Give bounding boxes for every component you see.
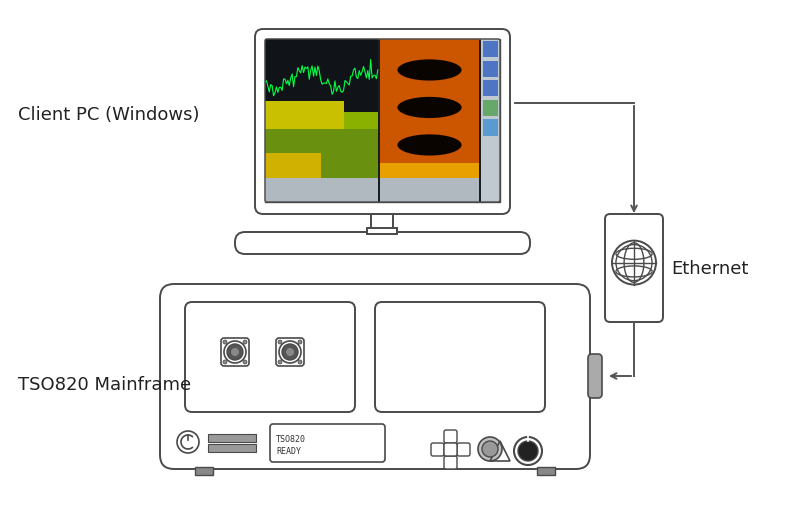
Bar bbox=[265, 113, 378, 129]
Circle shape bbox=[514, 437, 542, 465]
Text: READY: READY bbox=[276, 446, 301, 455]
Circle shape bbox=[286, 348, 294, 357]
Circle shape bbox=[298, 360, 302, 364]
Circle shape bbox=[278, 340, 282, 344]
Circle shape bbox=[243, 360, 247, 364]
Bar bbox=[265, 178, 378, 203]
FancyBboxPatch shape bbox=[185, 302, 355, 412]
Bar bbox=[265, 40, 378, 129]
Circle shape bbox=[518, 441, 538, 461]
Text: TSO820: TSO820 bbox=[276, 434, 306, 443]
Text: TSO820 Mainframe: TSO820 Mainframe bbox=[18, 375, 191, 393]
Circle shape bbox=[279, 341, 301, 363]
Bar bbox=[537, 467, 555, 475]
Circle shape bbox=[482, 441, 498, 457]
Ellipse shape bbox=[398, 60, 462, 81]
FancyBboxPatch shape bbox=[255, 30, 510, 215]
Bar bbox=[195, 467, 213, 475]
Circle shape bbox=[223, 340, 227, 344]
Circle shape bbox=[298, 340, 302, 344]
Text: Client PC (Windows): Client PC (Windows) bbox=[18, 106, 199, 124]
Circle shape bbox=[224, 341, 246, 363]
Bar bbox=[483, 62, 498, 78]
Circle shape bbox=[612, 241, 656, 285]
FancyBboxPatch shape bbox=[444, 443, 457, 456]
Circle shape bbox=[223, 360, 227, 364]
Circle shape bbox=[231, 348, 239, 357]
Ellipse shape bbox=[398, 97, 462, 119]
FancyBboxPatch shape bbox=[276, 338, 304, 366]
Circle shape bbox=[243, 340, 247, 344]
FancyBboxPatch shape bbox=[431, 443, 444, 456]
Circle shape bbox=[616, 245, 652, 281]
Bar bbox=[265, 40, 500, 203]
Circle shape bbox=[478, 437, 502, 461]
FancyBboxPatch shape bbox=[444, 456, 457, 469]
Bar bbox=[265, 102, 344, 129]
FancyBboxPatch shape bbox=[160, 284, 590, 469]
Bar bbox=[208, 444, 256, 452]
Bar bbox=[380, 178, 479, 203]
FancyBboxPatch shape bbox=[235, 232, 530, 255]
FancyBboxPatch shape bbox=[270, 424, 385, 462]
Bar bbox=[208, 434, 256, 442]
Bar bbox=[371, 215, 393, 231]
FancyBboxPatch shape bbox=[444, 430, 457, 443]
FancyBboxPatch shape bbox=[588, 355, 602, 398]
Circle shape bbox=[227, 344, 243, 360]
Bar bbox=[483, 100, 498, 117]
Bar bbox=[265, 154, 322, 178]
Bar bbox=[367, 229, 397, 234]
Circle shape bbox=[278, 360, 282, 364]
Circle shape bbox=[177, 431, 199, 453]
Bar bbox=[380, 40, 479, 178]
FancyBboxPatch shape bbox=[457, 443, 470, 456]
Bar bbox=[483, 120, 498, 136]
Bar bbox=[483, 81, 498, 97]
Ellipse shape bbox=[398, 135, 462, 156]
Bar bbox=[483, 42, 498, 58]
FancyBboxPatch shape bbox=[605, 215, 663, 322]
Text: Ethernet: Ethernet bbox=[671, 260, 748, 277]
FancyBboxPatch shape bbox=[375, 302, 545, 412]
FancyBboxPatch shape bbox=[221, 338, 249, 366]
Circle shape bbox=[282, 344, 298, 360]
Bar bbox=[482, 40, 500, 203]
Bar bbox=[380, 164, 479, 178]
Bar bbox=[265, 129, 378, 178]
